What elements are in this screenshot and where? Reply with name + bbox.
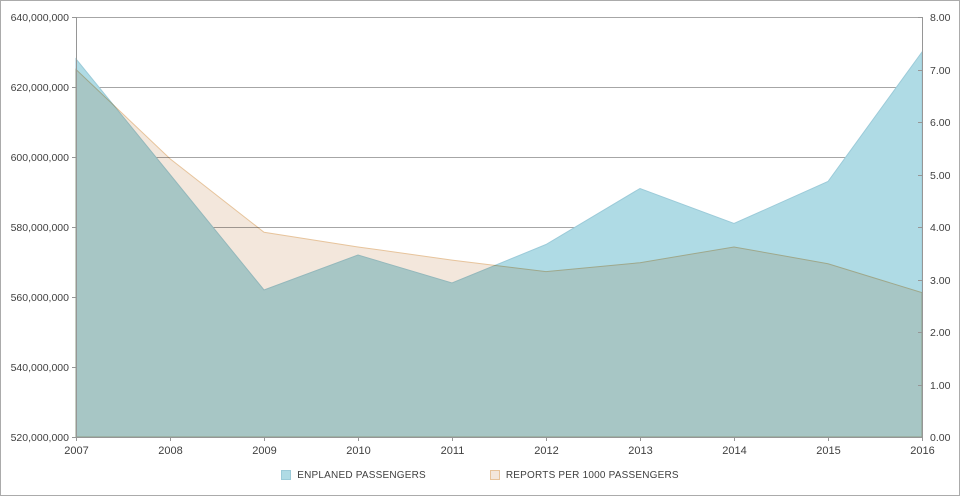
legend-swatch-reports-per-1000-passengers <box>489 470 500 480</box>
x-tick-label: 2014 <box>722 445 746 457</box>
y-left-tick-label: 540,000,000 <box>11 362 70 374</box>
y-right-tick-label: 4.00 <box>930 222 951 234</box>
chart-legend: ENPLANED PASSENGERS REPORTS PER 1000 PAS… <box>1 465 959 485</box>
y-right-tick-label: 2.00 <box>930 327 951 339</box>
y-left-tick-label: 600,000,000 <box>11 152 70 164</box>
x-tick-label: 2008 <box>158 445 182 457</box>
y-left-tick-label: 560,000,000 <box>11 292 70 304</box>
legend-label-enplaned-passengers: ENPLANED PASSENGERS <box>297 469 426 481</box>
y-right-tick-label: 7.00 <box>930 65 951 77</box>
x-tick-label: 2015 <box>816 445 840 457</box>
y-left-tick-label: 640,000,000 <box>11 12 70 24</box>
y-right-tick-label: 3.00 <box>930 275 951 287</box>
y-right-tick-label: 8.00 <box>930 12 951 24</box>
legend-swatch-enplaned-passengers <box>281 470 292 480</box>
x-tick-label: 2009 <box>252 445 276 457</box>
y-right-tick-label: 0.00 <box>930 432 951 444</box>
legend-label-reports-per-1000-passengers: REPORTS PER 1000 PASSENGERS <box>505 469 679 481</box>
x-tick-label: 2013 <box>628 445 652 457</box>
x-tick-label: 2010 <box>346 445 370 457</box>
x-tick-label: 2011 <box>441 445 465 457</box>
y-left-tick-label: 520,000,000 <box>11 432 70 444</box>
x-tick-label: 2016 <box>910 445 934 457</box>
y-right-tick-label: 1.00 <box>930 380 951 392</box>
y-left-tick-label: 580,000,000 <box>11 222 70 234</box>
y-left-tick-label: 620,000,000 <box>11 82 70 94</box>
legend-item-reports-per-1000-passengers[interactable]: REPORTS PER 1000 PASSENGERS <box>489 469 679 481</box>
y-right-tick-label: 6.00 <box>930 117 951 129</box>
x-tick-label: 2012 <box>534 445 558 457</box>
x-tick-label: 2007 <box>64 445 88 457</box>
legend-item-enplaned-passengers[interactable]: ENPLANED PASSENGERS <box>281 470 426 481</box>
y-right-tick-label: 5.00 <box>930 170 951 182</box>
